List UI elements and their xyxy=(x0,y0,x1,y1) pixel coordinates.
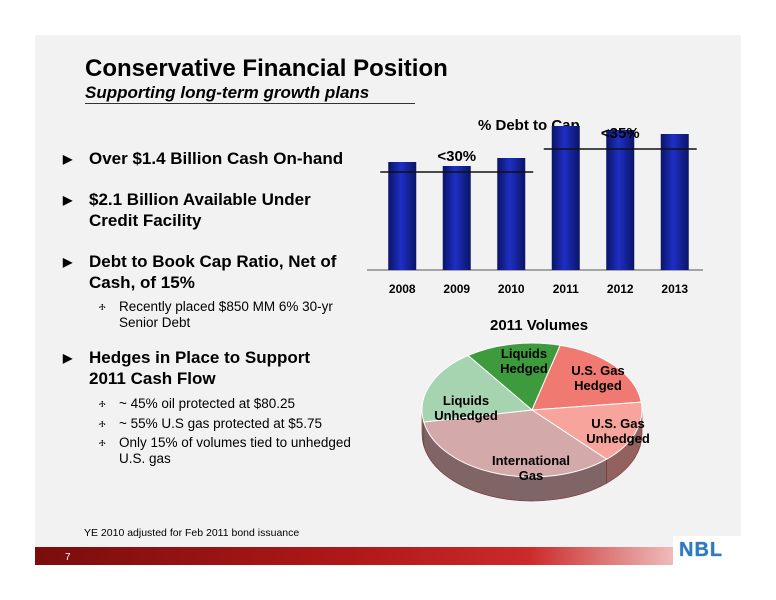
title-underline xyxy=(85,103,415,104)
bar-2009 xyxy=(442,166,471,270)
bullet-arrow-icon: ▶ xyxy=(63,255,73,269)
bar-tick-label: 2013 xyxy=(661,282,688,296)
pie-slice-u-s-gas-hedged xyxy=(531,344,642,411)
bullet-text: $2.1 Billion Available Under Credit Faci… xyxy=(89,190,311,230)
footnote: YE 2010 adjusted for Feb 2011 bond issua… xyxy=(84,527,300,539)
bar-tick-label: 2008 xyxy=(389,282,416,296)
charts-canvas: 2008 2009 2010 2011 2012 2013 <30% <35% Liquids H… xyxy=(367,125,703,502)
sub-bullet-text: Only 15% of volumes tied to unhedged U.S… xyxy=(119,435,351,466)
bar-tick-label: 2011 xyxy=(553,282,579,296)
bullet-text: Over $1.4 Billion Cash On-hand xyxy=(89,149,344,168)
pie-slice-liquids-unhedged xyxy=(421,354,534,423)
bullet-arrow-icon: ▶ xyxy=(63,351,73,365)
bar-2011 xyxy=(551,126,580,270)
sub-bullet-icon: Ⰰ xyxy=(99,399,106,409)
pie-label: International Gas xyxy=(492,453,570,483)
bullet-arrow-icon: ▶ xyxy=(63,152,73,166)
sub-bullet-text: ~ 55% U.S gas protected at $5.75 xyxy=(119,416,323,431)
logo-text: NBL xyxy=(679,539,724,561)
bullet-arrow-icon: ▶ xyxy=(63,193,73,207)
bar-tick-label: 2012 xyxy=(607,282,634,296)
pie-label: U.S. Gas Unhedged xyxy=(586,416,650,446)
sub-bullet-text: ~ 45% oil protected at $80.25 xyxy=(119,396,296,411)
slide-title: Conservative Financial Position xyxy=(85,55,448,82)
nbl-logo: NBL xyxy=(673,536,741,565)
pie-slice-u-s-gas-unhedged xyxy=(530,401,643,460)
annotation-label: <35% xyxy=(601,125,640,142)
bar-2012 xyxy=(606,130,635,270)
slide-subtitle: Supporting long-term growth plans xyxy=(85,83,370,102)
bar-tick-label: 2009 xyxy=(443,282,470,296)
footer-bar xyxy=(35,547,741,565)
slide: Conservative Financial Position Supporti… xyxy=(35,35,741,565)
pie-label: U.S. Gas Hedged xyxy=(571,363,624,393)
sub-bullet-icon: Ⰰ xyxy=(99,302,106,312)
bar-2010 xyxy=(497,158,526,270)
bar-tick-label: 2010 xyxy=(498,282,525,296)
bar-2013 xyxy=(660,134,689,270)
bullet-text: Debt to Book Cap Ratio, Net of Cash, of … xyxy=(89,252,337,292)
sub-bullet-text: Recently placed $850 MM 6% 30-yr Senior … xyxy=(119,299,333,330)
sub-bullet-icon: Ⰰ xyxy=(99,419,106,429)
bar-2008 xyxy=(388,162,417,270)
pie-slice-international-gas xyxy=(423,409,608,478)
pie-label: Liquids Unhedged xyxy=(434,393,498,423)
annotation-label: <30% xyxy=(437,148,476,165)
pie-slice-liquids-hedged xyxy=(467,342,561,411)
bullet-text: Hedges in Place to Support 2011 Cash Flo… xyxy=(89,348,311,388)
pie-label: Liquids Hedged xyxy=(500,346,548,376)
sub-bullet-icon: Ⰰ xyxy=(99,438,106,448)
page-number: 7 xyxy=(65,552,71,563)
pie-chart-title: 2011 Volumes xyxy=(490,317,589,334)
